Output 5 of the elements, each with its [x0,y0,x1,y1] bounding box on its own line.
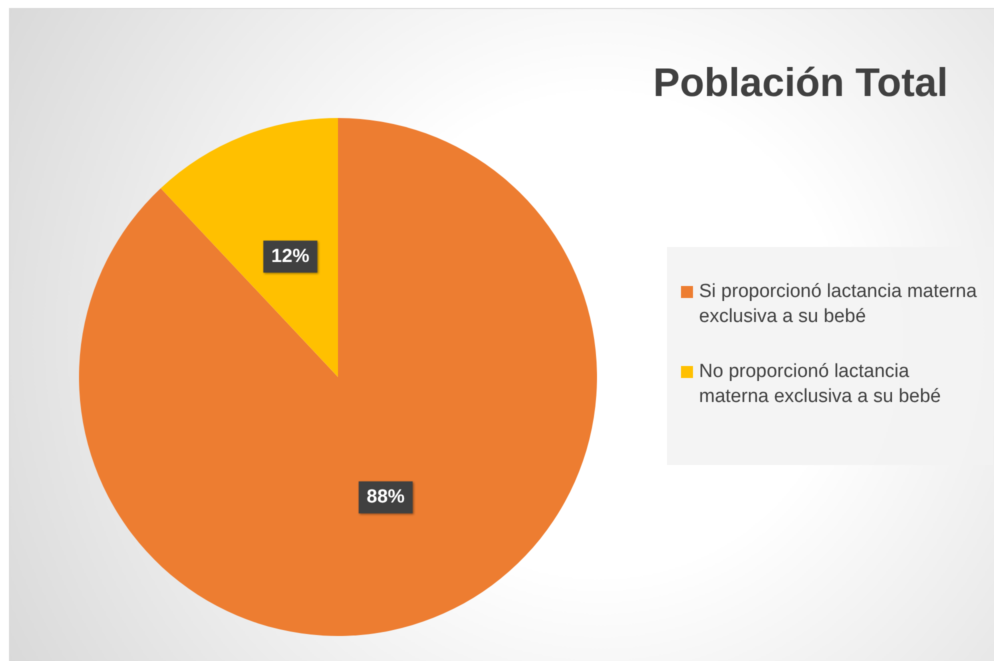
data-label: 88% [366,486,405,508]
legend-label: Si proporcionó lactancia materna exclusiva a su bebé [699,280,978,329]
data-label: 12% [271,246,310,267]
chart-title: Población Total [653,61,948,106]
legend-label: No proporcionó lactancia materna exclusiva a su bebé [699,360,942,409]
